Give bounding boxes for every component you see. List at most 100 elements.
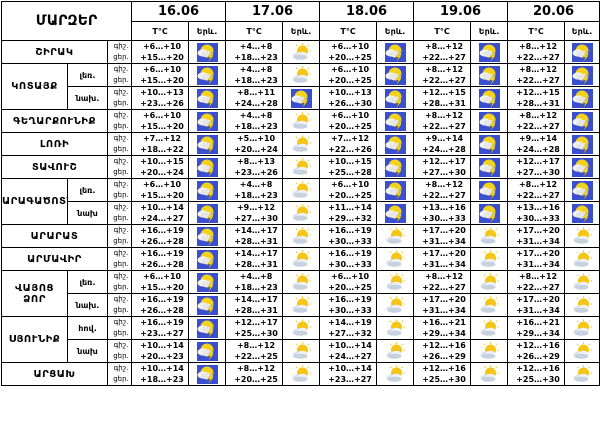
day-temp: +25…+30 bbox=[516, 375, 560, 384]
day-temp: +15…+20 bbox=[140, 53, 184, 62]
sun-cloud-icon bbox=[572, 273, 593, 292]
temperature-cell: +13…+16 +30…+33 bbox=[507, 201, 566, 225]
temperature-cell: +16…+19 +26…+28 bbox=[131, 247, 190, 271]
temperature-cell: +10…+15 +25…+28 bbox=[319, 155, 378, 179]
temperature-cell: +6…+10 +20…+25 bbox=[319, 40, 378, 64]
sun-cloud-lightning-icon bbox=[572, 135, 593, 154]
day-label: ցեր. bbox=[113, 53, 129, 61]
sun-cloud-icon bbox=[291, 273, 312, 292]
time-of-day-labels: գիշ. ցեր. bbox=[106, 132, 133, 156]
night-temp: +6…+10 bbox=[330, 180, 370, 189]
weather-icon-cell bbox=[282, 247, 321, 271]
weather-icon-cell bbox=[564, 86, 600, 110]
day-label: ցեր. bbox=[113, 122, 129, 130]
temperature-cell: +8…+12 +22…+27 bbox=[413, 270, 472, 294]
temperature-cell: +4…+8 +18…+23 bbox=[225, 40, 284, 64]
region-row: նախ գիշ. ցեր. +10…+14 +24…+27 +9…+12 +27…+30 +1… bbox=[2, 201, 600, 225]
sun-cloud-lightning-icon bbox=[572, 204, 593, 223]
day-label: ցեր. bbox=[113, 145, 129, 153]
day-temp: +26…+28 bbox=[140, 306, 184, 315]
header-date: 16.06 bbox=[131, 1, 227, 22]
day-label: ցեր. bbox=[113, 306, 129, 314]
sub-area-label: նախ. bbox=[67, 86, 108, 110]
sun-cloud-icon bbox=[479, 296, 500, 315]
temperature-cell: +16…+19 +26…+28 bbox=[131, 224, 190, 248]
night-temp: +16…+21 bbox=[516, 318, 560, 327]
sun-cloud-lightning-icon bbox=[479, 112, 500, 131]
night-temp: +8…+12 bbox=[424, 180, 464, 189]
sun-cloud-icon bbox=[479, 342, 500, 361]
sun-cloud-lightning-icon bbox=[479, 158, 500, 177]
sun-cloud-icon bbox=[572, 296, 593, 315]
sun-cloud-lightning-icon bbox=[572, 43, 593, 62]
temperature-cell: +6…+10 +15…+20 bbox=[131, 40, 190, 64]
night-temp: +8…+12 bbox=[424, 65, 464, 74]
temperature-cell: +6…+10 +20…+25 bbox=[319, 178, 378, 202]
weather-icon-cell bbox=[470, 86, 509, 110]
weather-icon-cell bbox=[470, 178, 509, 202]
day-temp: +27…+30 bbox=[234, 214, 278, 223]
weather-icon-cell bbox=[188, 109, 227, 133]
day-temp: +20…+23 bbox=[140, 352, 184, 361]
weather-icon-cell bbox=[564, 362, 600, 386]
temperature-cell: +12…+15 +28…+31 bbox=[507, 86, 566, 110]
night-label: գիշ. bbox=[113, 42, 129, 50]
night-label: գիշ. bbox=[113, 157, 129, 165]
day-label: ցեր. bbox=[113, 329, 129, 337]
sun-cloud-lightning-icon bbox=[197, 112, 218, 131]
night-temp: +16…+19 bbox=[140, 295, 184, 304]
night-temp: +10…+14 bbox=[328, 341, 372, 350]
sun-cloud-lightning-icon bbox=[385, 204, 406, 223]
sun-cloud-icon bbox=[385, 273, 406, 292]
temperature-cell: +8…+12 +22…+27 bbox=[507, 178, 566, 202]
weather-icon-cell bbox=[188, 270, 227, 294]
temperature-cell: +12…+16 +26…+29 bbox=[413, 339, 472, 363]
day-temp: +18…+23 bbox=[234, 122, 278, 131]
temperature-cell: +6…+10 +20…+25 bbox=[319, 270, 378, 294]
night-temp: +8…+11 bbox=[236, 88, 276, 97]
weather-icon-cell bbox=[188, 316, 227, 340]
temperature-cell: +10…+14 +24…+27 bbox=[131, 201, 190, 225]
sub-area-label: նախ bbox=[67, 339, 108, 363]
day-temp: +28…+31 bbox=[516, 99, 560, 108]
temperature-cell: +4…+8 +18…+23 bbox=[225, 178, 284, 202]
temp-unit-label: T°C bbox=[131, 21, 190, 41]
sun-cloud-icon bbox=[385, 319, 406, 338]
sun-cloud-lightning-icon bbox=[479, 43, 500, 62]
sun-cloud-lightning-icon bbox=[385, 66, 406, 85]
night-temp: +12…+17 bbox=[234, 318, 278, 327]
night-temp: +17…+20 bbox=[516, 249, 560, 258]
night-temp: +12…+17 bbox=[422, 157, 466, 166]
night-temp: +6…+10 bbox=[142, 111, 182, 120]
night-temp: +16…+19 bbox=[328, 226, 372, 235]
night-temp: +10…+15 bbox=[328, 157, 372, 166]
night-temp: +10…+14 bbox=[140, 341, 184, 350]
temperature-cell: +16…+19 +26…+28 bbox=[131, 293, 190, 317]
sun-cloud-lightning-icon bbox=[197, 273, 218, 292]
temperature-cell: +10…+13 +26…+30 bbox=[319, 86, 378, 110]
day-label: ցեր. bbox=[113, 237, 129, 245]
weather-icon-cell bbox=[470, 201, 509, 225]
night-temp: +8…+12 bbox=[518, 180, 558, 189]
weather-icon-cell bbox=[470, 247, 509, 271]
sub-area-label: լեռ. bbox=[67, 63, 108, 87]
weather-icon-cell bbox=[470, 132, 509, 156]
region-name: ՎԱՅՈՑ ՁՈՐ bbox=[1, 270, 68, 317]
night-label: գիշ. bbox=[113, 111, 129, 119]
sun-cloud-icon bbox=[479, 319, 500, 338]
night-temp: +8…+12 bbox=[518, 111, 558, 120]
day-temp: +29…+32 bbox=[328, 214, 372, 223]
temperature-cell: +8…+12 +22…+27 bbox=[507, 270, 566, 294]
night-label: գիշ. bbox=[113, 318, 129, 326]
day-temp: +23…+27 bbox=[140, 329, 184, 338]
sun-cloud-icon bbox=[291, 112, 312, 131]
day-temp: +18…+23 bbox=[234, 191, 278, 200]
day-label: ցեր. bbox=[113, 375, 129, 383]
night-temp: +8…+12 bbox=[236, 364, 276, 373]
day-temp: +31…+34 bbox=[422, 237, 466, 246]
night-temp: +4…+8 bbox=[239, 42, 273, 51]
day-temp: +28…+31 bbox=[422, 99, 466, 108]
sun-cloud-lightning-icon bbox=[197, 342, 218, 361]
sun-cloud-lightning-icon bbox=[572, 112, 593, 131]
weather-icon-cell bbox=[470, 63, 509, 87]
